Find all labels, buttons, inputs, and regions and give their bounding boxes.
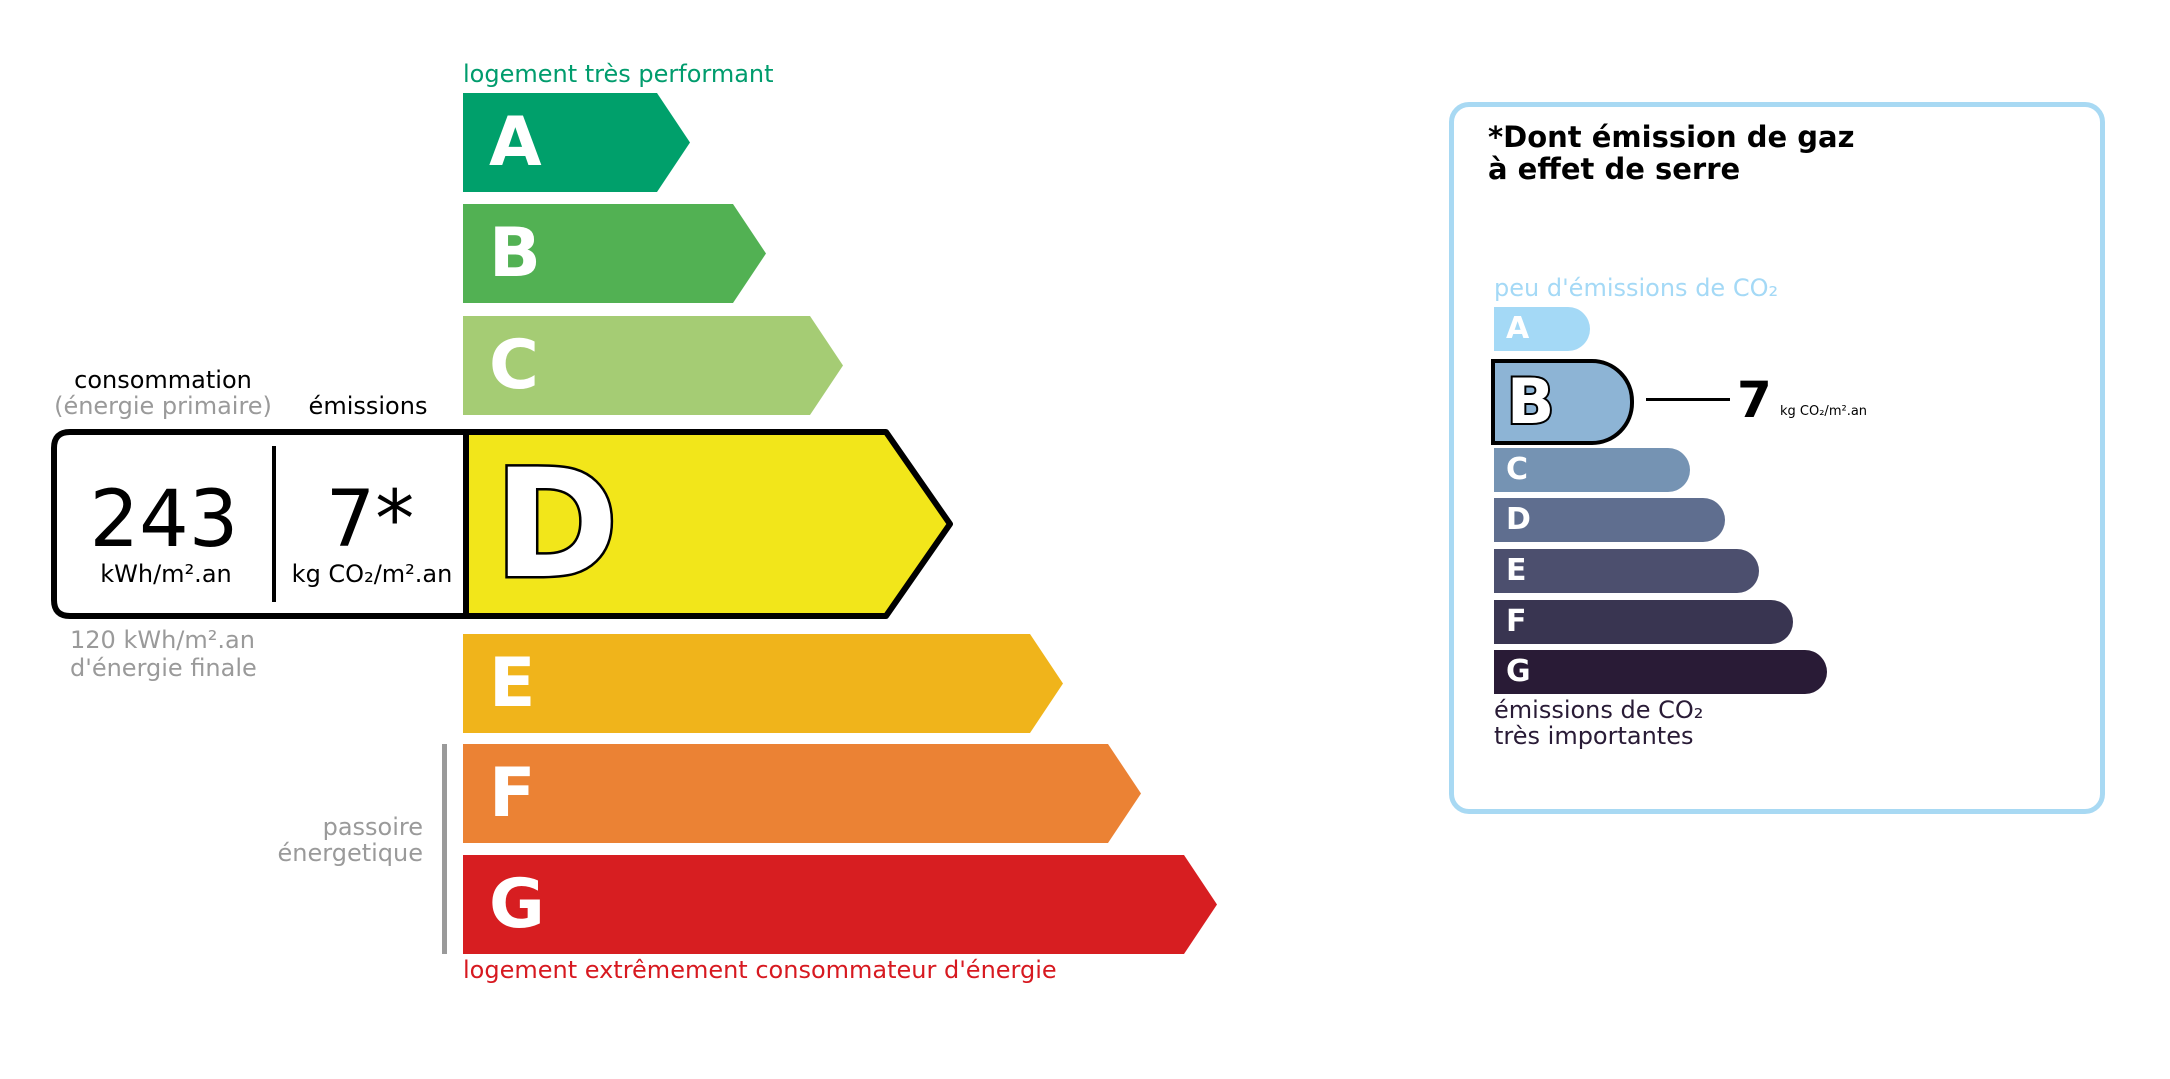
energy-class-a-bar: A xyxy=(463,93,690,192)
class-letter: C xyxy=(489,326,539,405)
ges-class-f-bar: F xyxy=(1494,600,1793,644)
ges-panel xyxy=(1449,102,2105,814)
class-letter: G xyxy=(489,865,545,944)
ges-value-connector xyxy=(1646,398,1730,401)
consumption-unit: kWh/m².an xyxy=(100,560,232,588)
passoire-label-line2: énergetique xyxy=(277,839,423,867)
passoire-label-line1: passoire xyxy=(322,813,423,841)
ges-bottom-label-line2: très importantes xyxy=(1494,722,1694,750)
ges-class-c-bar: C xyxy=(1494,448,1690,492)
ges-unit: kg CO₂/m².an xyxy=(1780,404,1868,419)
class-letter: F xyxy=(489,754,536,833)
energy-class-g-bar: G xyxy=(463,855,1217,954)
ges-title-line1: *Dont émission de gaz xyxy=(1488,120,1855,154)
energy-class-f-bar: F xyxy=(463,744,1141,843)
ges-class-b-bar-current: B xyxy=(1491,359,1634,445)
class-letter: E xyxy=(489,644,536,723)
ges-class-g-bar: G xyxy=(1494,650,1827,694)
passoire-divider xyxy=(442,744,447,954)
class-letter: B xyxy=(489,214,541,293)
class-letter: A xyxy=(1506,311,1530,346)
final-energy-line1: 120 kWh/m².an xyxy=(70,626,255,654)
class-letter: G xyxy=(1506,654,1531,689)
class-letter: E xyxy=(1506,553,1527,588)
current-class-letter: D xyxy=(492,438,621,613)
ges-top-label: peu d'émissions de CO₂ xyxy=(1494,274,1779,302)
final-energy-line2: d'énergie finale xyxy=(70,654,257,682)
class-letter: A xyxy=(489,103,542,182)
consumption-sublabel: (énergie primaire) xyxy=(54,392,272,420)
class-letter: C xyxy=(1506,452,1529,487)
energy-class-c-bar: C xyxy=(463,316,843,415)
emissions-label: émissions xyxy=(308,392,428,420)
energy-class-e-bar: E xyxy=(463,634,1063,733)
ges-bottom-label-line1: émissions de CO₂ xyxy=(1494,696,1704,724)
consumption-value: 243 xyxy=(89,475,239,565)
ges-class-e-bar: E xyxy=(1494,549,1759,593)
class-letter: F xyxy=(1506,604,1527,639)
ges-class-a-bar: A xyxy=(1494,307,1590,351)
class-letter: D xyxy=(1506,502,1531,537)
ges-value: 7 xyxy=(1737,371,1772,429)
emissions-value: 7* xyxy=(325,475,415,565)
consumption-label: consommation xyxy=(74,366,252,394)
current-class-letter: B xyxy=(1505,363,1556,440)
energy-bottom-label: logement extrêmement consommateur d'éner… xyxy=(463,956,1057,984)
current-class-d-arrow xyxy=(51,429,953,619)
ges-class-d-bar: D xyxy=(1494,498,1725,542)
energy-class-b-bar: B xyxy=(463,204,766,303)
ges-title-line2: à effet de serre xyxy=(1488,152,1741,186)
emissions-unit: kg CO₂/m².an xyxy=(291,560,453,588)
energy-top-label: logement très performant xyxy=(463,60,774,88)
